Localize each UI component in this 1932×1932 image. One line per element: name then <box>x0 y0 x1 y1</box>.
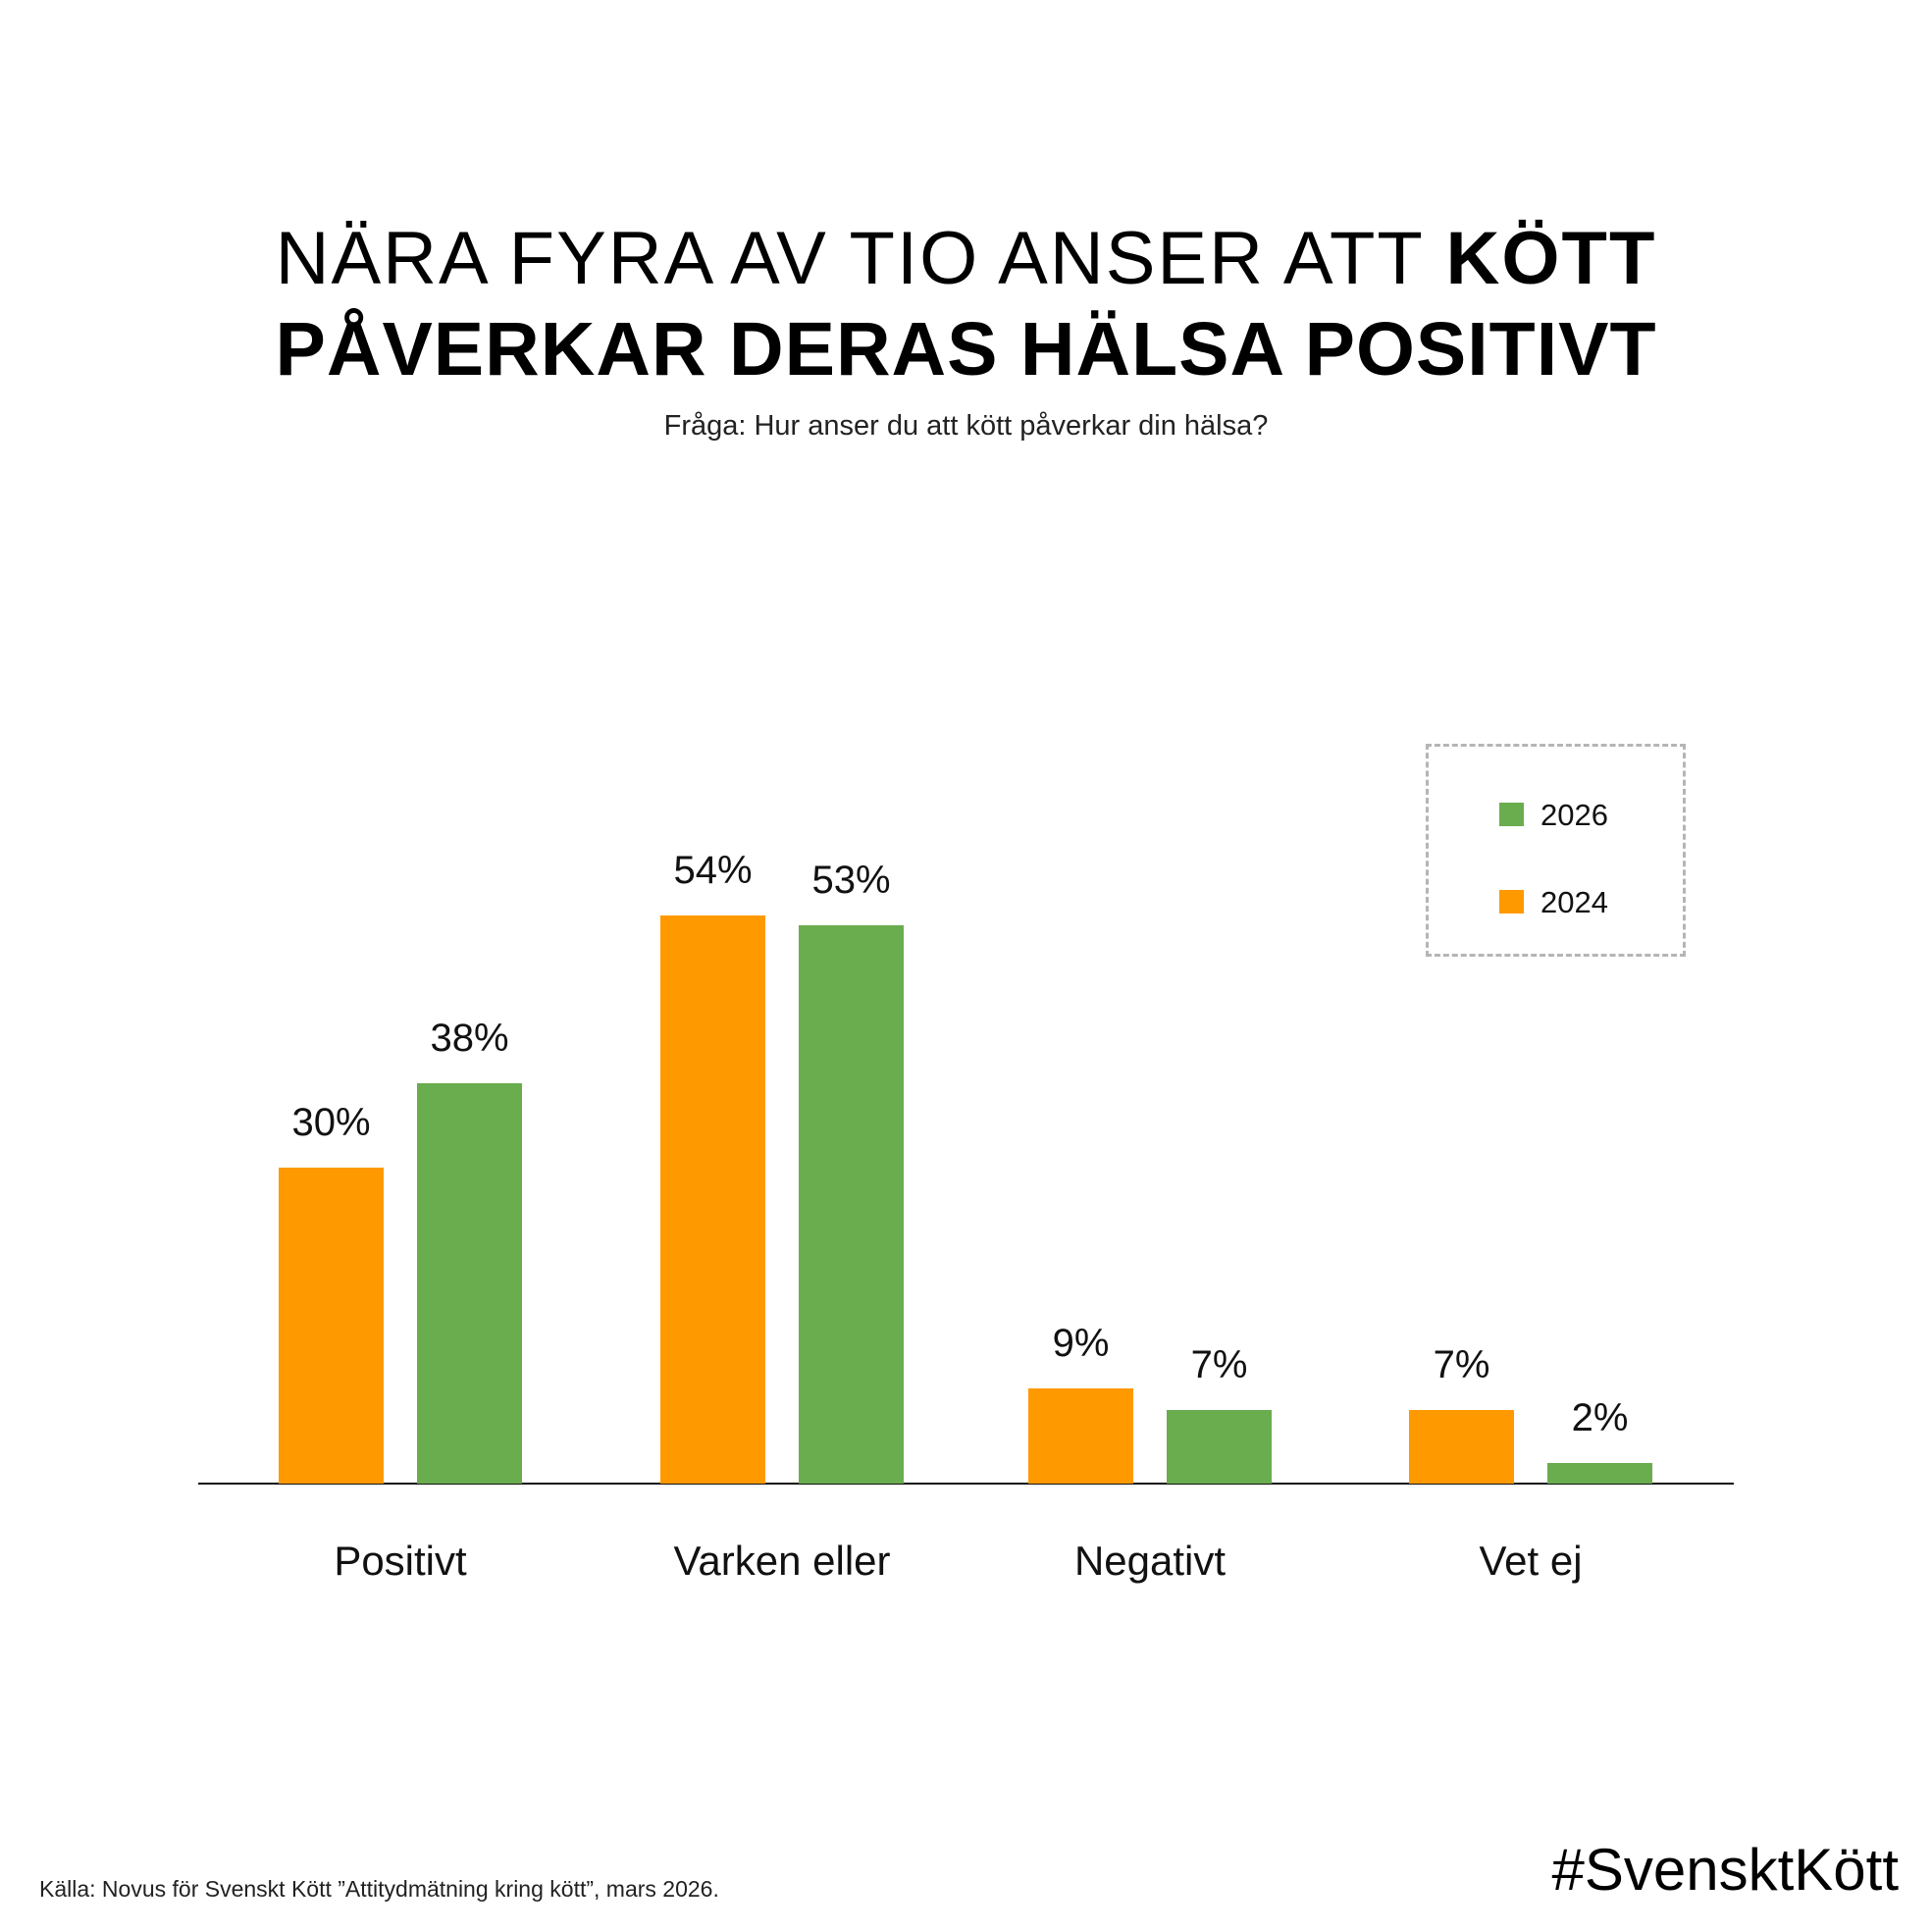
chart-subtitle: Fråga: Hur anser du att kött påverkar di… <box>663 410 1269 442</box>
bar-2024-varken-eller <box>660 915 765 1484</box>
bar-2026-vet-ej <box>1547 1463 1652 1484</box>
bar-2026-positivt <box>417 1083 522 1484</box>
data-label: 7% <box>1433 1343 1490 1386</box>
bar-2026-negativt <box>1167 1410 1272 1484</box>
data-label: 54% <box>673 849 753 892</box>
legend-swatch-icon <box>1499 890 1524 914</box>
category-label: Negativt <box>1073 1538 1227 1584</box>
bar-2024-vet-ej <box>1409 1410 1514 1484</box>
data-label: 30% <box>291 1101 371 1144</box>
x-axis-line <box>198 1483 1734 1485</box>
legend-item-2024: 2024 <box>1499 884 1608 919</box>
category-label: Varken eller <box>673 1538 891 1584</box>
brand-hashtag: #SvensktKött <box>1551 1837 1899 1903</box>
legend-swatch-icon <box>1499 803 1524 826</box>
data-label: 38% <box>430 1017 509 1060</box>
chart-title-line-1: NÄRA FYRA AV TIO ANSER ATT KÖTT <box>0 222 1932 296</box>
data-label: 7% <box>1190 1343 1248 1386</box>
legend: 2026 2024 <box>1426 744 1686 957</box>
data-label: 2% <box>1571 1396 1629 1439</box>
bar-2024-positivt <box>279 1168 384 1484</box>
source-note: Källa: Novus för Svenskt Kött ”Attitydmä… <box>39 1876 719 1902</box>
chart-title-line-2: PÅVERKAR DERAS HÄLSA POSITIVT <box>275 307 1657 392</box>
bar-2024-negativt <box>1028 1388 1133 1484</box>
legend-label: 2026 <box>1540 797 1608 832</box>
data-label: 9% <box>1052 1322 1110 1365</box>
data-label: 53% <box>811 859 891 902</box>
bar-2026-varken-eller <box>799 925 904 1484</box>
category-label: Vet ej <box>1479 1538 1583 1584</box>
legend-label: 2024 <box>1540 884 1608 919</box>
legend-item-2026: 2026 <box>1499 797 1608 832</box>
title-light-part: NÄRA FYRA AV TIO ANSER ATT <box>275 217 1446 300</box>
category-label: Positivt <box>334 1538 467 1584</box>
title-bold-part: KÖTT <box>1445 217 1657 300</box>
